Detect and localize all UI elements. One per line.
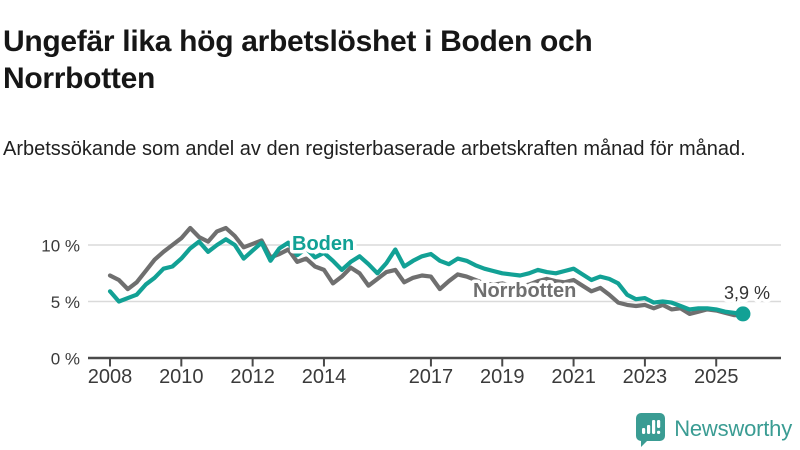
x-tick-label: 2008 bbox=[88, 366, 133, 388]
x-tick-label: 2025 bbox=[694, 366, 739, 388]
y-tick-label: 10 % bbox=[41, 237, 80, 256]
newsworthy-logo-icon bbox=[636, 412, 666, 447]
x-tick-label: 2012 bbox=[230, 366, 275, 388]
series-label-boden: Boden bbox=[292, 233, 354, 255]
latest-value-dot bbox=[735, 306, 751, 322]
chart-subtitle: Arbetssökande som andel av den registerb… bbox=[3, 138, 746, 160]
page-title: Ungefär lika hög arbetslöshet i Boden oc… bbox=[3, 25, 593, 96]
newsworthy-logo-text: Newsworthy bbox=[674, 416, 792, 441]
y-tick-label: 0 % bbox=[51, 350, 80, 369]
boden-line bbox=[107, 237, 746, 316]
x-tick-label: 2014 bbox=[302, 366, 347, 388]
series-label-norrbotten: Norrbotten bbox=[473, 280, 576, 302]
latest-value-label: 3,9 % bbox=[724, 283, 770, 303]
x-tick-label: 2019 bbox=[480, 366, 525, 388]
x-tick-label: 2017 bbox=[409, 366, 454, 388]
newsworthy-logo: Newsworthy bbox=[635, 411, 792, 447]
x-tick-label: 2010 bbox=[159, 366, 204, 388]
x-tick-label: 2021 bbox=[551, 366, 596, 388]
x-tick-label: 2023 bbox=[623, 366, 668, 388]
norrbotten-line bbox=[107, 225, 746, 318]
y-tick-label: 5 % bbox=[51, 293, 80, 312]
